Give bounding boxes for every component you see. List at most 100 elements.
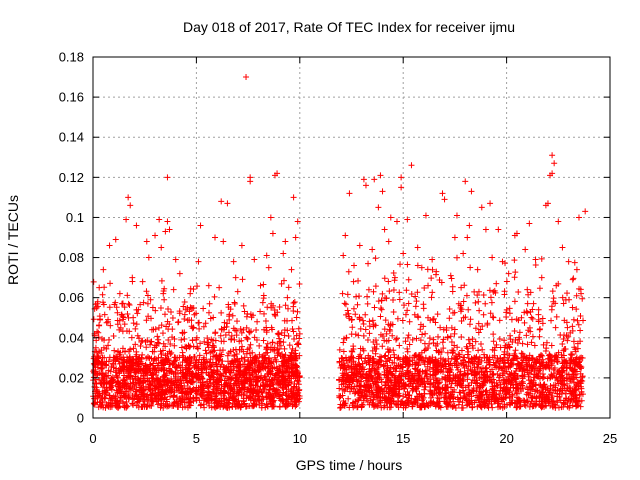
data-point: [178, 344, 185, 351]
data-point-peak: [288, 266, 295, 273]
data-point-peak: [350, 278, 357, 285]
y-tick-label: 0: [77, 411, 84, 426]
data-point: [275, 330, 282, 337]
data-point-peak: [282, 238, 289, 245]
data-point-peak: [257, 282, 264, 289]
data-point: [181, 298, 188, 305]
data-point: [260, 281, 267, 288]
data-point: [275, 392, 282, 399]
data-point: [260, 295, 267, 302]
data-point: [571, 259, 578, 266]
data-point-peak: [505, 270, 512, 277]
data-point: [107, 280, 114, 287]
data-point: [531, 342, 538, 349]
chart-title: Day 018 of 2017, Rate Of TEC Index for r…: [183, 19, 515, 35]
data-point: [411, 311, 418, 318]
data-point: [428, 294, 435, 301]
data-point: [281, 317, 288, 324]
data-point: [472, 299, 479, 306]
data-point: [137, 384, 144, 391]
data-point: [348, 331, 355, 338]
data-point: [210, 348, 217, 355]
data-point: [341, 300, 348, 307]
data-point-peak: [230, 258, 237, 265]
data-point: [247, 397, 254, 404]
data-point-peak: [381, 226, 388, 233]
x-tick-label: 20: [499, 431, 513, 446]
data-point: [420, 305, 427, 312]
data-point: [396, 289, 403, 296]
data-point: [543, 345, 550, 352]
data-point: [360, 320, 367, 327]
data-point: [143, 288, 150, 295]
data-point: [378, 306, 385, 313]
data-point: [246, 329, 253, 336]
data-point: [530, 300, 537, 307]
data-point: [168, 375, 175, 382]
data-point: [182, 357, 189, 364]
data-point-peak: [559, 244, 566, 251]
data-point: [379, 290, 386, 297]
data-point: [412, 303, 419, 310]
data-point: [465, 336, 472, 343]
data-point: [240, 326, 247, 333]
data-point: [189, 375, 196, 382]
data-point: [264, 304, 271, 311]
data-point: [254, 391, 261, 398]
data-point: [160, 347, 167, 354]
data-point: [272, 312, 279, 319]
data-point: [174, 319, 181, 326]
data-point: [496, 317, 503, 324]
data-point: [167, 309, 174, 316]
data-point: [548, 317, 555, 324]
data-point: [553, 313, 560, 320]
x-tick-label: 10: [293, 431, 307, 446]
data-point: [110, 332, 117, 339]
data-point: [496, 335, 503, 342]
data-point: [396, 342, 403, 349]
data-point: [350, 305, 357, 312]
data-point: [124, 311, 131, 318]
data-point-peak: [460, 250, 467, 257]
data-point: [109, 400, 116, 407]
data-point: [178, 397, 185, 404]
data-point: [226, 316, 233, 323]
data-point: [197, 340, 204, 347]
data-point: [225, 329, 232, 336]
data-point-peak: [96, 284, 103, 291]
data-point: [224, 352, 231, 359]
data-point: [264, 340, 271, 347]
data-point: [493, 341, 500, 348]
data-point: [390, 296, 397, 303]
data-point: [116, 360, 123, 367]
data-point: [99, 399, 106, 406]
data-point: [512, 347, 519, 354]
data-point: [243, 334, 250, 341]
data-point: [394, 355, 401, 362]
data-point: [296, 335, 303, 342]
data-point: [177, 401, 184, 408]
data-point: [225, 301, 232, 308]
data-point: [103, 358, 110, 365]
data-point-peak: [400, 250, 407, 257]
data-point: [96, 322, 103, 329]
data-point-peak: [495, 226, 502, 233]
data-point: [446, 305, 453, 312]
data-point: [165, 305, 172, 312]
data-point: [281, 345, 288, 352]
data-point: [406, 318, 413, 325]
data-point-peak: [493, 280, 500, 287]
data-point-peak: [551, 160, 558, 167]
data-point: [212, 329, 219, 336]
data-point: [570, 275, 577, 282]
data-point: [403, 287, 410, 294]
data-point: [243, 395, 250, 402]
data-point: [532, 261, 539, 268]
data-point: [511, 327, 518, 334]
data-point: [233, 365, 240, 372]
data-point: [296, 281, 303, 288]
data-point: [475, 347, 482, 354]
data-point: [228, 366, 235, 373]
data-point: [404, 307, 411, 314]
data-point: [186, 316, 193, 323]
